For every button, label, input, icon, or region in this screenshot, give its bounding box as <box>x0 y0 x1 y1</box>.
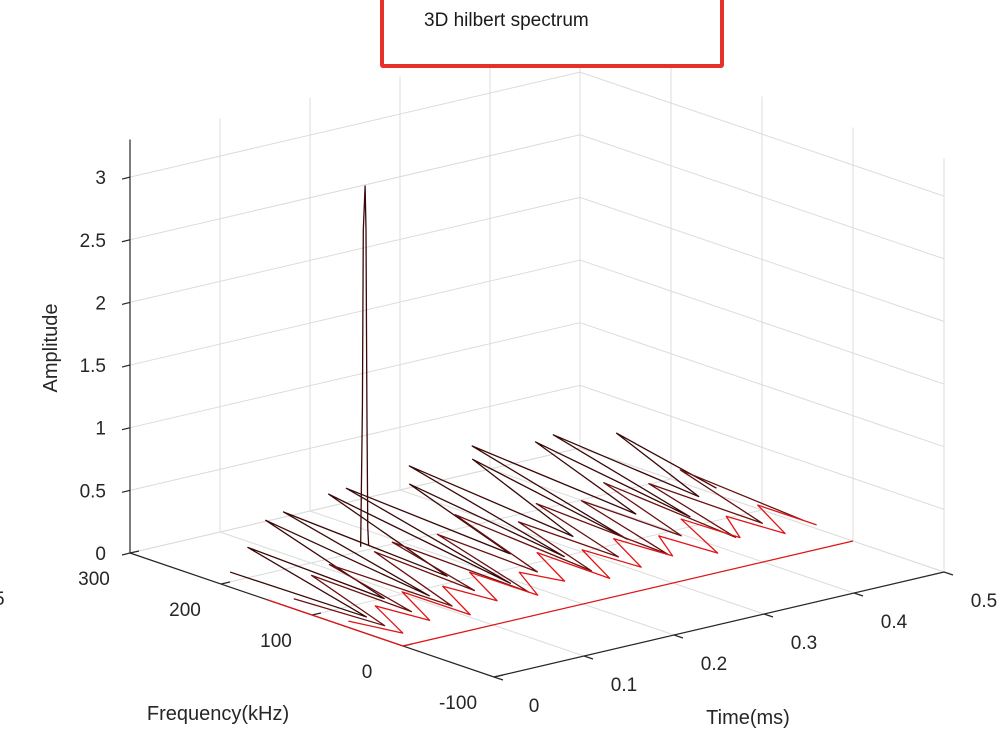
z-tick-mark <box>121 364 131 368</box>
z-tick-label: 1.5 <box>80 356 106 377</box>
gridline <box>311 509 763 616</box>
z-tick-label: 0 <box>95 544 106 565</box>
gridline <box>129 134 581 241</box>
gridline <box>129 196 581 303</box>
z-tick-label: 1 <box>95 419 106 440</box>
spectrum-curve-4 <box>402 540 854 647</box>
y-tick-mark <box>129 550 140 554</box>
y-tick-label: 0 <box>362 662 373 683</box>
gridline <box>129 71 581 178</box>
x-tick-label: 0.5 <box>971 591 997 612</box>
grid-lines <box>129 34 945 678</box>
x-tick-mark <box>583 655 594 660</box>
gridline <box>129 322 581 429</box>
z-axis-label: Amplitude <box>40 304 62 393</box>
gridline <box>129 384 581 491</box>
z-tick-mark <box>121 176 131 180</box>
y-tick-label: 200 <box>169 600 201 621</box>
x-tick-label: 0.4 <box>881 612 908 633</box>
spectrum-curve-0 <box>360 185 370 547</box>
x-tick-label: 0.3 <box>791 633 817 654</box>
spectrum-curve-2 <box>293 469 804 627</box>
gridline <box>129 259 581 366</box>
x-tick-mark <box>943 571 954 576</box>
y-tick-label: 300 <box>78 569 110 590</box>
x-tick-mark <box>493 676 504 681</box>
z-tick-mark <box>121 427 131 431</box>
spectrum-curve-5 <box>266 598 404 647</box>
z-tick-label: 0.5 <box>80 481 106 502</box>
z-tick-mark <box>121 489 131 493</box>
y-tick-label: 100 <box>260 631 292 652</box>
tick-labels: 0 0.5 1 1.5 2 2.5 3 300 200 100 0 -100 0 0.1 0.2 0.3 0.4… <box>78 168 997 717</box>
z-tick-mark <box>121 552 131 556</box>
x-axis-label: Time(ms) <box>706 707 790 729</box>
y-tick-label: -100 <box>439 693 477 714</box>
z-tick-mark <box>121 301 131 305</box>
title-highlight-box: 3D hilbert spectrum <box>380 0 724 68</box>
x-tick-mark <box>763 613 774 618</box>
y-tick-mark <box>311 612 322 616</box>
y-axis-label: Frequency(kHz) <box>147 703 289 725</box>
x-tick-label: 0.2 <box>701 654 727 675</box>
x-tick-mark <box>853 592 864 597</box>
x-tick-mark <box>673 634 684 639</box>
z-tick-label: 2 <box>95 293 106 314</box>
x-tick-label: 0.1 <box>611 675 637 696</box>
spectrum-curve-1 <box>229 432 717 618</box>
x-axis-line <box>493 571 945 678</box>
gridline <box>220 478 672 585</box>
x-tick-label: 0 <box>529 696 540 717</box>
y-tick-mark <box>220 581 231 585</box>
z-tick-label: 3 <box>95 168 106 189</box>
spectrum-curve-3 <box>348 504 817 634</box>
chart-title: 3D hilbert spectrum <box>424 10 589 31</box>
z-tick-label: 2.5 <box>80 231 106 252</box>
y-tick-mark <box>493 674 504 678</box>
data-curves <box>229 185 854 647</box>
cut-off-label: 5 <box>0 589 5 610</box>
z-tick-mark <box>121 239 131 243</box>
axes <box>121 139 954 681</box>
gridline <box>129 447 581 554</box>
